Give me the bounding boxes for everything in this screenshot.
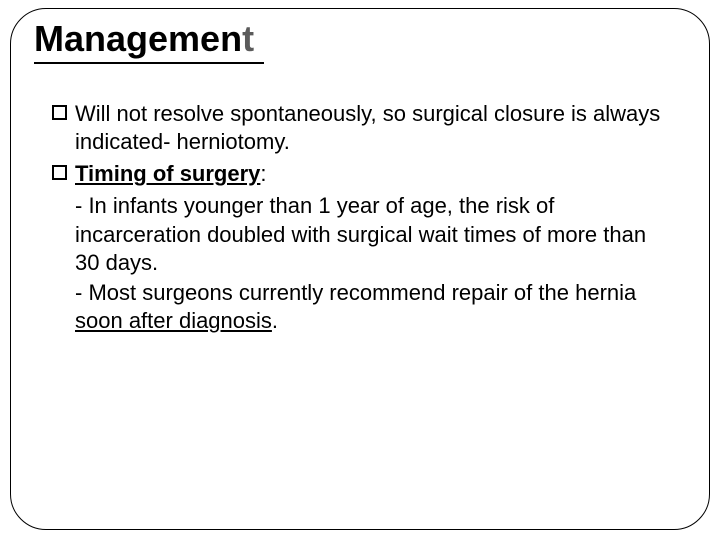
slide-content: Will not resolve spontaneously, so surgi… — [52, 100, 674, 335]
subline-period: . — [272, 308, 278, 333]
bullet-lead-colon: : — [260, 161, 266, 186]
square-bullet-icon — [52, 165, 67, 180]
bullet-item: Timing of surgery: — [52, 160, 674, 188]
bullet-lead-heading: Timing of surgery — [75, 161, 260, 186]
bullet-subline: - Most surgeons currently recommend repa… — [75, 279, 674, 335]
title-main: Managemen — [34, 18, 242, 59]
slide: Management Will not resolve spontaneousl… — [0, 0, 720, 540]
title-trailing-letter: t — [242, 18, 254, 59]
bullet-text: Timing of surgery: — [75, 160, 674, 188]
bullet-text: Will not resolve spontaneously, so surgi… — [75, 100, 674, 156]
square-bullet-icon — [52, 105, 67, 120]
subline-underlined: soon after diagnosis — [75, 308, 272, 333]
bullet-subline: - In infants younger than 1 year of age,… — [75, 192, 674, 276]
slide-title: Management — [34, 18, 702, 64]
title-underline — [34, 62, 264, 64]
bullet-item: Will not resolve spontaneously, so surgi… — [52, 100, 674, 156]
subline-text: - Most surgeons currently recommend repa… — [75, 280, 636, 305]
